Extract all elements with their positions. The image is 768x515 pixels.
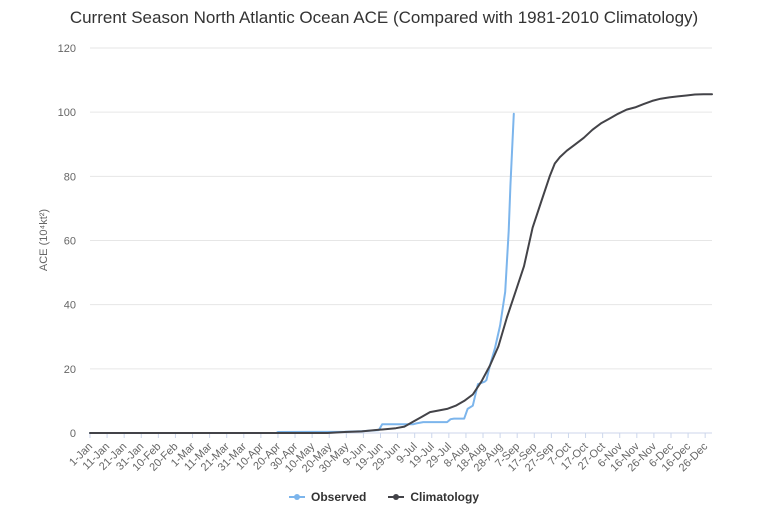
legend-item-observed[interactable]: Observed xyxy=(288,490,367,504)
y-tick-label-60: 60 xyxy=(64,236,76,248)
series-layer xyxy=(89,93,713,434)
x-axis: 1-Jan11-Jan21-Jan31-Jan10-Feb20-Feb1-Mar… xyxy=(67,433,711,475)
y-tick-label-40: 40 xyxy=(64,300,76,312)
y-axis-title: ACE (10⁴kt²) xyxy=(38,209,50,271)
chart-title: Current Season North Atlantic Ocean ACE … xyxy=(69,8,699,27)
legend-swatch-climatology xyxy=(388,492,405,502)
y-tick-label-100: 100 xyxy=(58,107,76,119)
y-tick-label-120: 120 xyxy=(58,43,76,55)
series-line-observed[interactable] xyxy=(89,112,515,434)
legend-item-climatology[interactable]: Climatology xyxy=(388,490,479,504)
y-tick-label-20: 20 xyxy=(64,364,76,376)
y-tick-label-80: 80 xyxy=(64,171,76,183)
series-line-climatology[interactable] xyxy=(89,93,713,434)
legend-label-observed: Observed xyxy=(310,490,367,504)
y-tick-label-0: 0 xyxy=(70,428,76,440)
legend-swatch-observed xyxy=(288,492,305,502)
legend-label-climatology: Climatology xyxy=(410,490,480,504)
y-axis: 0 20 40 60 80 100 120 xyxy=(58,43,76,440)
grid-layer xyxy=(90,47,712,434)
legend: Observed Climatology xyxy=(0,490,768,504)
